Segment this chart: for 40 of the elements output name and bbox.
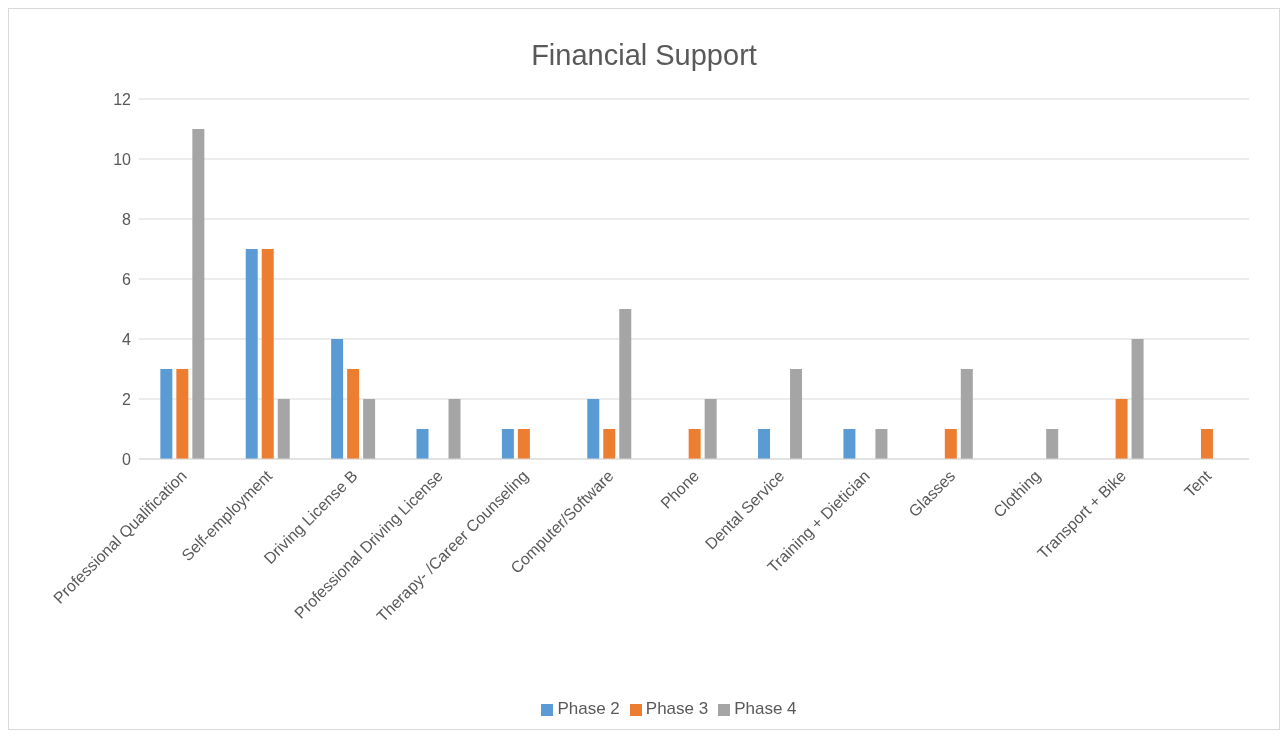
x-tick-label: Tent <box>1181 466 1215 501</box>
bar <box>875 429 888 459</box>
y-tick-label: 10 <box>113 150 132 168</box>
bar <box>587 399 600 459</box>
bar <box>347 369 360 459</box>
bar <box>192 129 205 459</box>
bar <box>843 429 856 459</box>
bar <box>960 369 973 459</box>
bar <box>160 369 173 459</box>
bar <box>704 399 717 459</box>
bar <box>448 399 461 459</box>
bar <box>363 399 376 459</box>
bar <box>261 249 274 459</box>
bar <box>517 429 530 459</box>
bar <box>758 429 771 459</box>
y-tick-label: 2 <box>122 390 132 408</box>
legend-label: Phase 4 <box>734 699 797 718</box>
bar <box>277 399 290 459</box>
bar <box>790 369 803 459</box>
bar <box>1046 429 1059 459</box>
bar <box>245 249 258 459</box>
y-tick-label: 4 <box>122 330 132 348</box>
bar <box>944 429 957 459</box>
legend-label: Phase 2 <box>557 699 620 718</box>
bar <box>1200 429 1213 459</box>
legend-label: Phase 3 <box>645 699 709 718</box>
bar <box>1131 339 1144 459</box>
bar <box>688 429 701 459</box>
bar <box>501 429 514 459</box>
chart-title: Financial Support <box>530 38 758 73</box>
y-tick-label: 8 <box>122 210 132 228</box>
y-tick-label: 6 <box>122 270 132 288</box>
bar <box>1115 399 1128 459</box>
bar <box>331 339 344 459</box>
bar <box>603 429 616 459</box>
bar <box>416 429 429 459</box>
bar <box>619 309 632 459</box>
y-tick-label: 12 <box>113 90 132 108</box>
bar <box>176 369 189 459</box>
y-tick-label: 0 <box>122 450 132 468</box>
